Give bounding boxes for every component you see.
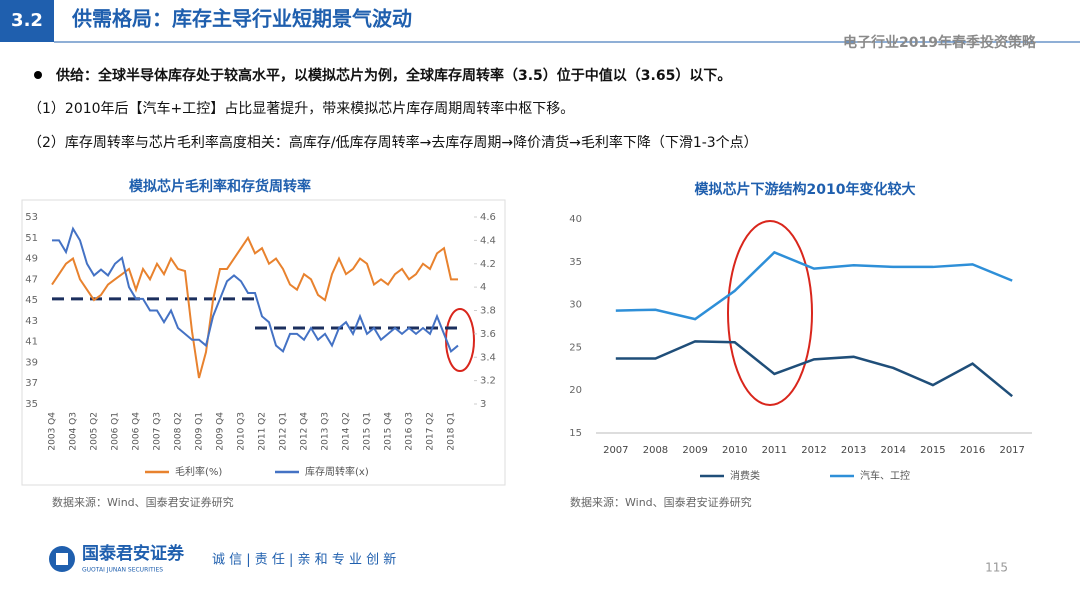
x-tick-label: 2007 Q3	[153, 412, 163, 451]
y-tick-label: 51	[25, 233, 38, 244]
section-box	[0, 0, 54, 42]
series-line	[52, 226, 459, 354]
x-tick-label: 2004 Q3	[69, 412, 79, 451]
x-tick-label: 2013	[841, 445, 866, 456]
x-tick-label: 2010 Q3	[237, 412, 247, 451]
y-tick-label: 25	[569, 342, 582, 353]
x-tick-label: 2015 Q4	[384, 412, 394, 451]
x-tick-label: 2015 Q1	[363, 412, 373, 451]
y2-tick-label: 3.2	[480, 376, 496, 387]
company: 国泰君安证券	[82, 543, 185, 564]
legend-label: 消费类	[730, 469, 760, 482]
highlight-ellipse	[445, 308, 475, 372]
y-tick-label: 37	[25, 378, 38, 389]
x-tick-label: 2013 Q3	[321, 412, 331, 451]
x-tick-label: 2015	[920, 445, 945, 456]
y-tick-label: 43	[25, 316, 38, 327]
y2-tick-label: 4.2	[480, 259, 496, 270]
y-tick-label: 53	[25, 212, 38, 223]
x-tick-label: 2016	[960, 445, 985, 456]
chart-title: 模拟芯片毛利率和存货周转率	[129, 178, 311, 195]
x-tick-label: 2014 Q2	[342, 412, 352, 451]
x-tick-label: 2012 Q4	[300, 412, 310, 451]
y-tick-label: 35	[569, 257, 582, 268]
y2-tick-label: 4	[480, 282, 486, 293]
x-tick-label: 2009	[682, 445, 707, 456]
y-tick-label: 20	[569, 385, 582, 396]
x-tick-label: 2014	[881, 445, 906, 456]
y-tick-label: 35	[25, 399, 38, 410]
x-tick-label: 2018 Q1	[447, 412, 457, 451]
series-line	[615, 340, 1013, 398]
y2-tick-label: 3.6	[480, 329, 496, 340]
y2-tick-label: 4.6	[480, 212, 496, 223]
legend-label: 汽车、工控	[860, 469, 910, 482]
bullet: 供给：全球半导体库存处于较高水平，以模拟芯片为例，全球库存周转率（3.5）位于中…	[55, 67, 731, 84]
y-tick-label: 15	[569, 428, 582, 439]
y-tick-label: 39	[25, 357, 38, 368]
y-tick-label: 30	[569, 300, 582, 311]
chart-frame	[21, 199, 506, 486]
series-line	[615, 250, 1013, 321]
x-tick-label: 2006 Q1	[111, 412, 121, 451]
section-number: 3.2	[11, 10, 43, 31]
motto: 诚 信 | 责 任 | 亲 和 专 业 创 新	[212, 552, 396, 568]
x-tick-label: 2009 Q4	[216, 412, 226, 451]
x-tick-label: 2005 Q2	[90, 412, 100, 451]
bullet: （2）库存周转率与芯片毛利率高度相关：高库存/低库存周转率→去库存周期→降价清货…	[28, 134, 758, 151]
title: 供需格局：库存主导行业短期景气波动	[71, 7, 412, 31]
x-tick-label: 2008 Q2	[174, 412, 184, 451]
source: 数据来源：Wind、国泰君安证券研究	[570, 495, 752, 509]
x-tick-label: 2011 Q2	[258, 412, 268, 451]
legend-label: 毛利率(%)	[175, 465, 222, 478]
x-tick-label: 2016 Q3	[405, 412, 415, 451]
company-en: GUOTAI JUNAN SECURITIES	[82, 567, 163, 574]
bullet-dot	[34, 71, 42, 79]
bullet: （1）2010年后【汽车+工控】占比显著提升，带来模拟芯片库存周期周转率中枢下移…	[28, 100, 574, 117]
y-tick-label: 40	[569, 214, 582, 225]
page-number: 115	[985, 561, 1008, 575]
source: 数据来源：Wind、国泰君安证券研究	[52, 495, 234, 509]
y2-tick-label: 3.8	[480, 306, 496, 317]
logo	[56, 553, 68, 565]
chart-title: 模拟芯片下游结构2010年变化较大	[695, 181, 916, 198]
y-tick-label: 49	[25, 254, 38, 265]
y-tick-label: 45	[25, 295, 38, 306]
x-tick-label: 2006 Q4	[132, 412, 142, 451]
x-tick-label: 2009 Q1	[195, 412, 205, 451]
legend-label: 库存周转率(x)	[305, 465, 369, 478]
x-tick-label: 2017 Q2	[426, 412, 436, 451]
x-tick-label: 2003 Q4	[48, 412, 58, 451]
series-line	[51, 235, 458, 379]
x-tick-label: 2017	[999, 445, 1024, 456]
y2-tick-label: 3	[480, 399, 486, 410]
x-tick-label: 2011	[762, 445, 787, 456]
x-tick-label: 2008	[643, 445, 668, 456]
y2-tick-label: 3.4	[480, 352, 496, 363]
x-tick-label: 2010	[722, 445, 747, 456]
y2-tick-label: 4.4	[480, 235, 496, 246]
x-tick-label: 2012	[801, 445, 826, 456]
subtitle: 电子行业2019年春季投资策略	[843, 34, 1037, 51]
y-tick-label: 47	[25, 274, 38, 285]
x-tick-label: 2012 Q1	[279, 412, 289, 451]
highlight-ellipse	[727, 220, 813, 406]
x-tick-label: 2007	[603, 445, 628, 456]
y-tick-label: 41	[25, 337, 38, 348]
